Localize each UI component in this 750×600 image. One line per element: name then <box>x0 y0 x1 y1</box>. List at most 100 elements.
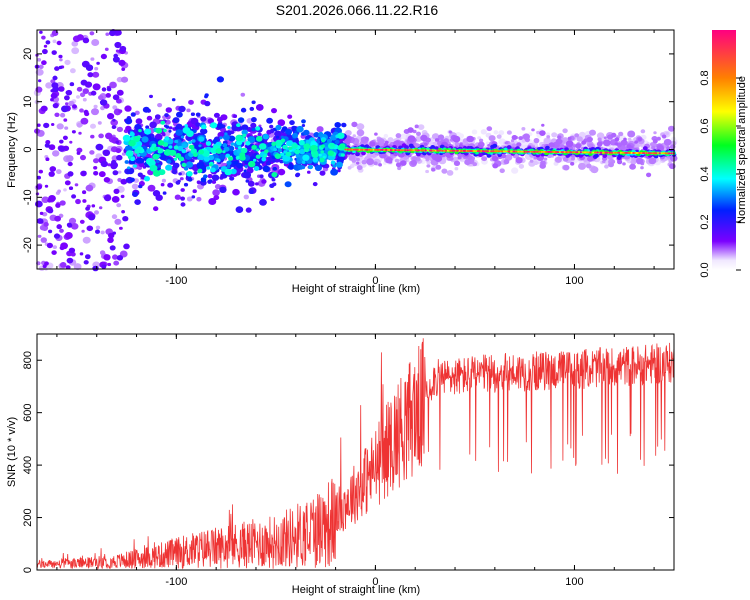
spectrogram-cell <box>97 121 102 125</box>
spectrogram-cell <box>71 194 77 199</box>
spectrogram-cell <box>143 162 148 166</box>
chart-title: S201.2026.066.11.22.R16 <box>276 2 439 18</box>
spectrogram-cell <box>87 72 94 78</box>
spectrogram-cell <box>236 123 241 127</box>
spectrogram-cell <box>301 160 306 164</box>
spectrogram-cell <box>669 144 676 150</box>
spectrogram-cell <box>217 117 223 123</box>
spectrogram-cell <box>570 151 573 154</box>
spectrogram-cell <box>117 170 122 174</box>
spectrogram-cell <box>98 95 104 100</box>
spectrogram-cell <box>614 151 617 154</box>
spectrogram-cell <box>103 194 112 202</box>
spectrogram-cell <box>79 252 84 256</box>
spectrogram-cell <box>257 132 262 137</box>
spectrogram-cell <box>511 143 516 147</box>
spectrogram-cell <box>285 151 292 157</box>
spectrogram-cell <box>271 108 277 114</box>
spectrogram-cell <box>76 34 84 41</box>
spectrogram-cell <box>36 123 41 127</box>
spectrogram-cell <box>271 141 277 147</box>
spectrogram-cell <box>288 146 293 150</box>
spectrogram-cell <box>99 206 103 210</box>
spectrogram-cell <box>188 140 193 145</box>
spectrogram-cell <box>243 171 251 179</box>
spectrogram-cell <box>562 128 568 134</box>
spectrogram-cell <box>82 98 87 102</box>
spectrogram-cell <box>164 136 170 141</box>
spectrogram-cell <box>596 151 599 154</box>
spectrogram-cell <box>37 234 42 238</box>
spectrogram-cell <box>348 154 356 161</box>
spectrogram-cell <box>128 140 136 147</box>
spectrogram-cell <box>82 190 87 195</box>
spectrogram-cell <box>155 127 163 134</box>
x-tick-label: 100 <box>565 576 583 588</box>
spectrogram-cell <box>578 162 586 170</box>
spectrogram-cell <box>71 130 76 134</box>
spectrogram-cell <box>66 257 74 264</box>
spectrogram-cell <box>64 95 70 101</box>
spectrogram-cell <box>122 134 131 142</box>
spectrogram-cell <box>157 164 162 168</box>
spectrogram-cell <box>54 112 60 118</box>
spectrogram-cell <box>54 66 60 71</box>
spectrogram-cell <box>308 164 313 170</box>
spectrogram-cell <box>111 196 120 203</box>
spectrogram-cell <box>566 140 574 147</box>
spectrogram-cell <box>314 164 322 172</box>
x-tick-label: 0 <box>372 576 378 588</box>
spectrogram-cell <box>536 150 539 153</box>
spectrogram-cell <box>523 150 526 153</box>
spectrogram-cell <box>239 155 246 161</box>
spectrogram-cell <box>614 137 620 142</box>
spectrogram-cell <box>301 119 306 124</box>
spectrogram-cell <box>241 129 248 136</box>
spectrogram-cell <box>486 153 492 158</box>
spectrogram-cell <box>109 81 117 89</box>
spectrogram-cell <box>642 152 646 155</box>
spectrogram-cell <box>168 129 172 133</box>
spectrogram-cell <box>123 243 130 250</box>
spectrogram-cell <box>275 124 282 131</box>
spectrogram-cell <box>72 104 77 109</box>
spectrogram-cell <box>68 217 77 225</box>
spectrogram-cell <box>349 148 352 151</box>
spectrogram-cell <box>65 90 71 95</box>
spectrogram-cell <box>138 157 145 164</box>
spectrogram-cell <box>668 125 675 132</box>
spectrogram-cell <box>340 153 345 157</box>
spectrogram-cell <box>192 129 197 133</box>
spectrogram-cell <box>334 139 340 145</box>
spectrogram-cell <box>242 133 247 138</box>
spectrogram-cell <box>527 150 530 153</box>
spectrogram-cell <box>642 146 648 151</box>
spectrogram-cell <box>129 177 135 182</box>
spectrogram-cell <box>316 126 324 133</box>
snr-series-line <box>36 338 675 570</box>
spectrogram-cell <box>373 161 378 165</box>
spectrogram-cell <box>214 154 220 159</box>
spectrogram-cell <box>146 115 153 121</box>
spectrogram-cell <box>190 159 195 163</box>
spectrogram-cell <box>149 121 157 129</box>
spectrogram-cell <box>541 123 545 127</box>
spectrogram-cell <box>103 254 111 261</box>
spectrogram-cell <box>59 245 65 251</box>
spectrogram-cell <box>570 161 575 166</box>
y-tick-label: -20 <box>22 237 34 253</box>
spectrogram-cell <box>403 155 408 160</box>
spectrogram-cell <box>656 136 661 141</box>
spectrogram-cell <box>235 134 244 142</box>
spectrogram-cell <box>640 129 646 134</box>
spectrogram-cell <box>587 156 594 162</box>
spectrogram-cell <box>444 149 448 152</box>
y-tick-label: 0 <box>22 567 34 573</box>
x-tick-label: 100 <box>565 275 583 287</box>
spectrogram-cell <box>64 232 73 239</box>
spectrogram-cell <box>324 146 329 150</box>
spectrogram-cell <box>420 134 428 142</box>
spectrogram-cell <box>76 151 81 155</box>
spectrogram-cell <box>545 132 551 136</box>
spectrogram-cell <box>441 168 448 174</box>
